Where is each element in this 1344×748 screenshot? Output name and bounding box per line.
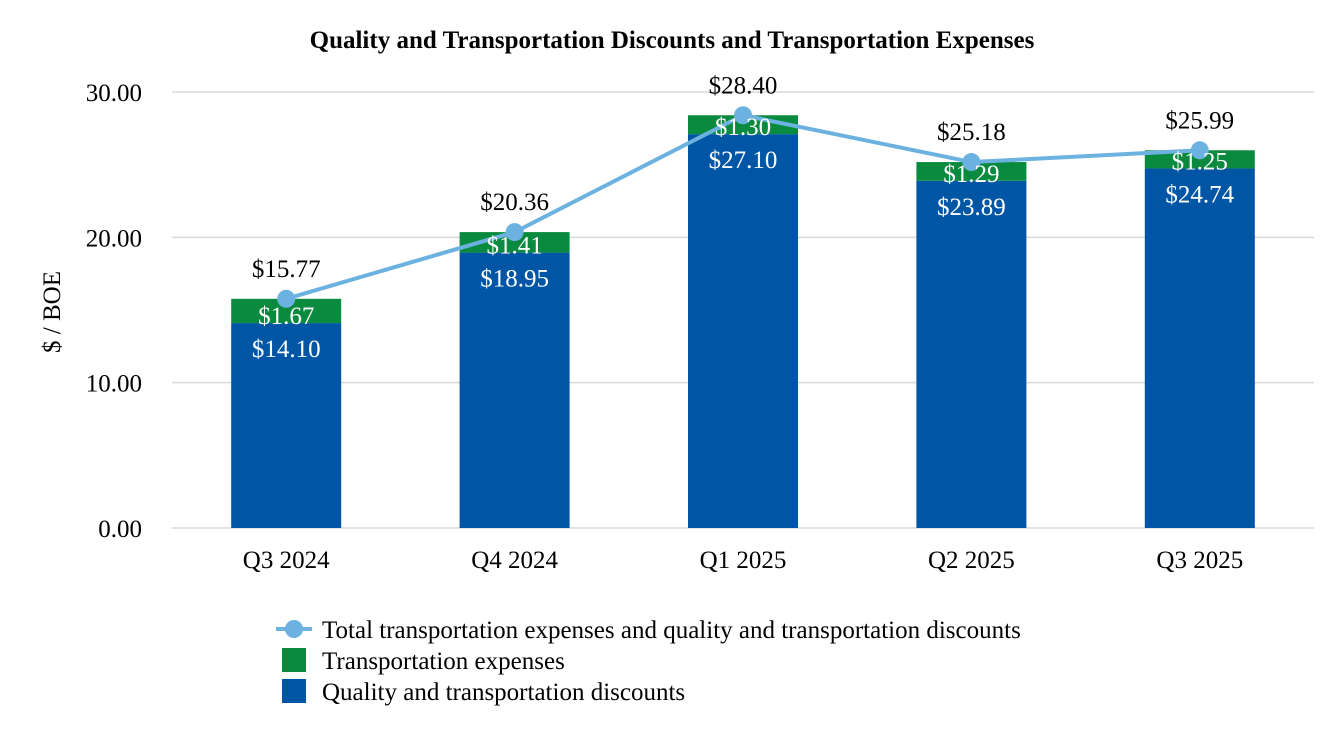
y-tick-label: 30.00 <box>86 80 142 107</box>
data-labels: $14.10 $1.67 $18.95 $1.41 $27.10 $1.30 $23.89 $… <box>252 72 1235 363</box>
x-tick-label: Q3 2025 <box>1156 547 1243 574</box>
data-label-total: $28.40 <box>709 72 778 99</box>
x-tick-label: Q3 2024 <box>243 547 330 574</box>
legend-label: Total transportation expenses and qualit… <box>322 617 1021 644</box>
legend: Total transportation expenses and qualit… <box>276 617 1021 706</box>
chart-title: Quality and Transportation Discounts and… <box>310 27 1035 54</box>
data-label-total: $20.36 <box>480 189 549 216</box>
data-label-total: $15.77 <box>252 256 321 283</box>
total-point <box>962 153 981 172</box>
data-label-transportation-expenses: $1.25 <box>1172 148 1228 175</box>
data-label-transportation-expenses: $1.30 <box>715 114 771 141</box>
legend-line-marker <box>285 620 303 638</box>
data-label-total: $25.18 <box>937 119 1006 146</box>
data-label-total: $25.99 <box>1165 107 1234 134</box>
y-tick-label: 20.00 <box>86 225 142 252</box>
legend-label: Quality and transportation discounts <box>322 679 685 706</box>
bar-quality-discounts <box>688 134 798 528</box>
bar-quality-discounts <box>459 252 570 529</box>
data-label-transportation-expenses: $1.29 <box>943 161 999 188</box>
y-tick-label: 10.00 <box>86 371 142 398</box>
x-axis-ticks: Q3 2024 Q4 2024 Q1 2025 Q2 2025 Q3 2025 <box>243 547 1243 574</box>
total-point <box>734 106 752 125</box>
data-label-transportation-expenses: $1.67 <box>258 303 314 330</box>
data-label-quality-discounts: $23.89 <box>937 194 1006 221</box>
legend-bar-swatch <box>282 648 306 672</box>
x-tick-label: Q1 2025 <box>700 547 787 574</box>
bar-transportation-expenses <box>459 232 570 253</box>
legend-label: Transportation expenses <box>322 648 565 675</box>
bar-quality-discounts <box>916 180 1027 529</box>
data-label-quality-discounts: $14.10 <box>252 336 321 363</box>
data-label-quality-discounts: $18.95 <box>480 266 549 293</box>
data-label-quality-discounts: $24.74 <box>1165 181 1234 208</box>
bar-quality-discounts <box>1144 168 1255 529</box>
x-tick-label: Q4 2024 <box>471 547 558 574</box>
y-axis-ticks: 0.00 10.00 20.00 30.00 <box>86 80 142 543</box>
total-point <box>277 289 296 308</box>
legend-bar-swatch <box>282 679 306 703</box>
y-axis-label: $ / BOE <box>39 271 66 353</box>
x-tick-label: Q2 2025 <box>928 547 1015 574</box>
bar-transportation-expenses <box>916 162 1027 181</box>
bar-quality-discounts <box>231 323 342 528</box>
bars <box>231 115 1255 529</box>
data-label-transportation-expenses: $1.41 <box>486 233 542 260</box>
total-line <box>277 106 1209 308</box>
data-label-quality-discounts: $27.10 <box>709 147 778 174</box>
total-point <box>1190 141 1209 160</box>
bar-transportation-expenses <box>1144 150 1255 169</box>
y-tick-label: 0.00 <box>98 516 142 543</box>
total-point <box>505 223 524 242</box>
